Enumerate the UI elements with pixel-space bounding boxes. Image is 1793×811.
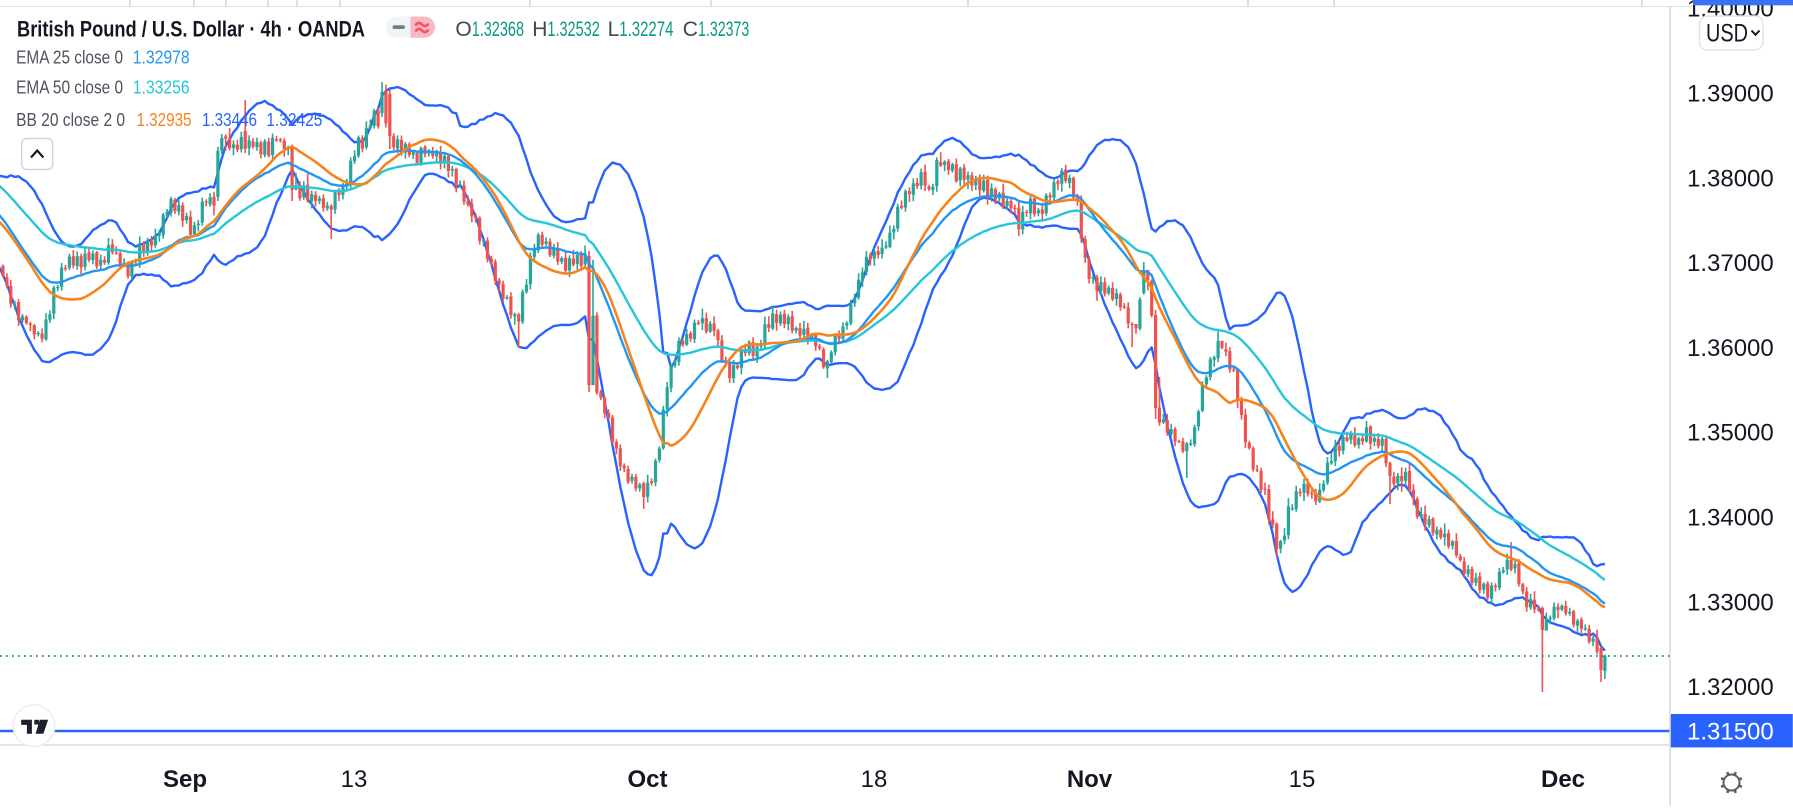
svg-text:1.34000: 1.34000	[1687, 505, 1774, 532]
svg-text:1.39000: 1.39000	[1687, 81, 1774, 108]
svg-text:EMA 50 close 0: EMA 50 close 0	[16, 78, 123, 98]
svg-text:1.37000: 1.37000	[1687, 250, 1774, 277]
svg-text:USD: USD	[1706, 19, 1748, 47]
svg-text:13: 13	[341, 766, 368, 793]
svg-text:1.32978: 1.32978	[133, 47, 190, 67]
svg-text:C: C	[683, 18, 698, 41]
svg-text:Oct: Oct	[627, 766, 667, 793]
svg-text:Dec: Dec	[1541, 766, 1585, 793]
svg-text:Sep: Sep	[163, 766, 207, 793]
svg-text:Nov: Nov	[1067, 766, 1113, 793]
svg-text:1.31500: 1.31500	[1687, 719, 1774, 746]
svg-text:O: O	[455, 18, 471, 41]
svg-text:15: 15	[1289, 766, 1316, 793]
svg-text:1.32532: 1.32532	[547, 18, 599, 41]
svg-text:1.38000: 1.38000	[1687, 165, 1774, 192]
svg-text:1.32368: 1.32368	[472, 18, 524, 41]
svg-text:H: H	[532, 18, 547, 41]
svg-text:1.33446: 1.33446	[202, 110, 257, 130]
svg-text:British Pound / U.S. Dollar ·: British Pound / U.S. Dollar · 4h · OANDA	[17, 17, 365, 42]
svg-text:L: L	[608, 18, 620, 41]
svg-text:1.33000: 1.33000	[1687, 589, 1774, 616]
svg-text:1.36000: 1.36000	[1687, 335, 1774, 362]
svg-text:1.32425: 1.32425	[266, 110, 322, 130]
svg-text:1.32935: 1.32935	[137, 110, 192, 130]
svg-text:BB 20 close 2 0: BB 20 close 2 0	[16, 110, 125, 130]
svg-text:1.33256: 1.33256	[133, 78, 190, 98]
svg-text:18: 18	[861, 766, 888, 793]
svg-text:EMA 25 close 0: EMA 25 close 0	[16, 47, 123, 67]
svg-text:1.32000: 1.32000	[1687, 674, 1774, 701]
svg-text:1.35000: 1.35000	[1687, 420, 1774, 447]
svg-text:1.32274: 1.32274	[619, 18, 673, 41]
svg-text:1.32373: 1.32373	[698, 18, 749, 41]
